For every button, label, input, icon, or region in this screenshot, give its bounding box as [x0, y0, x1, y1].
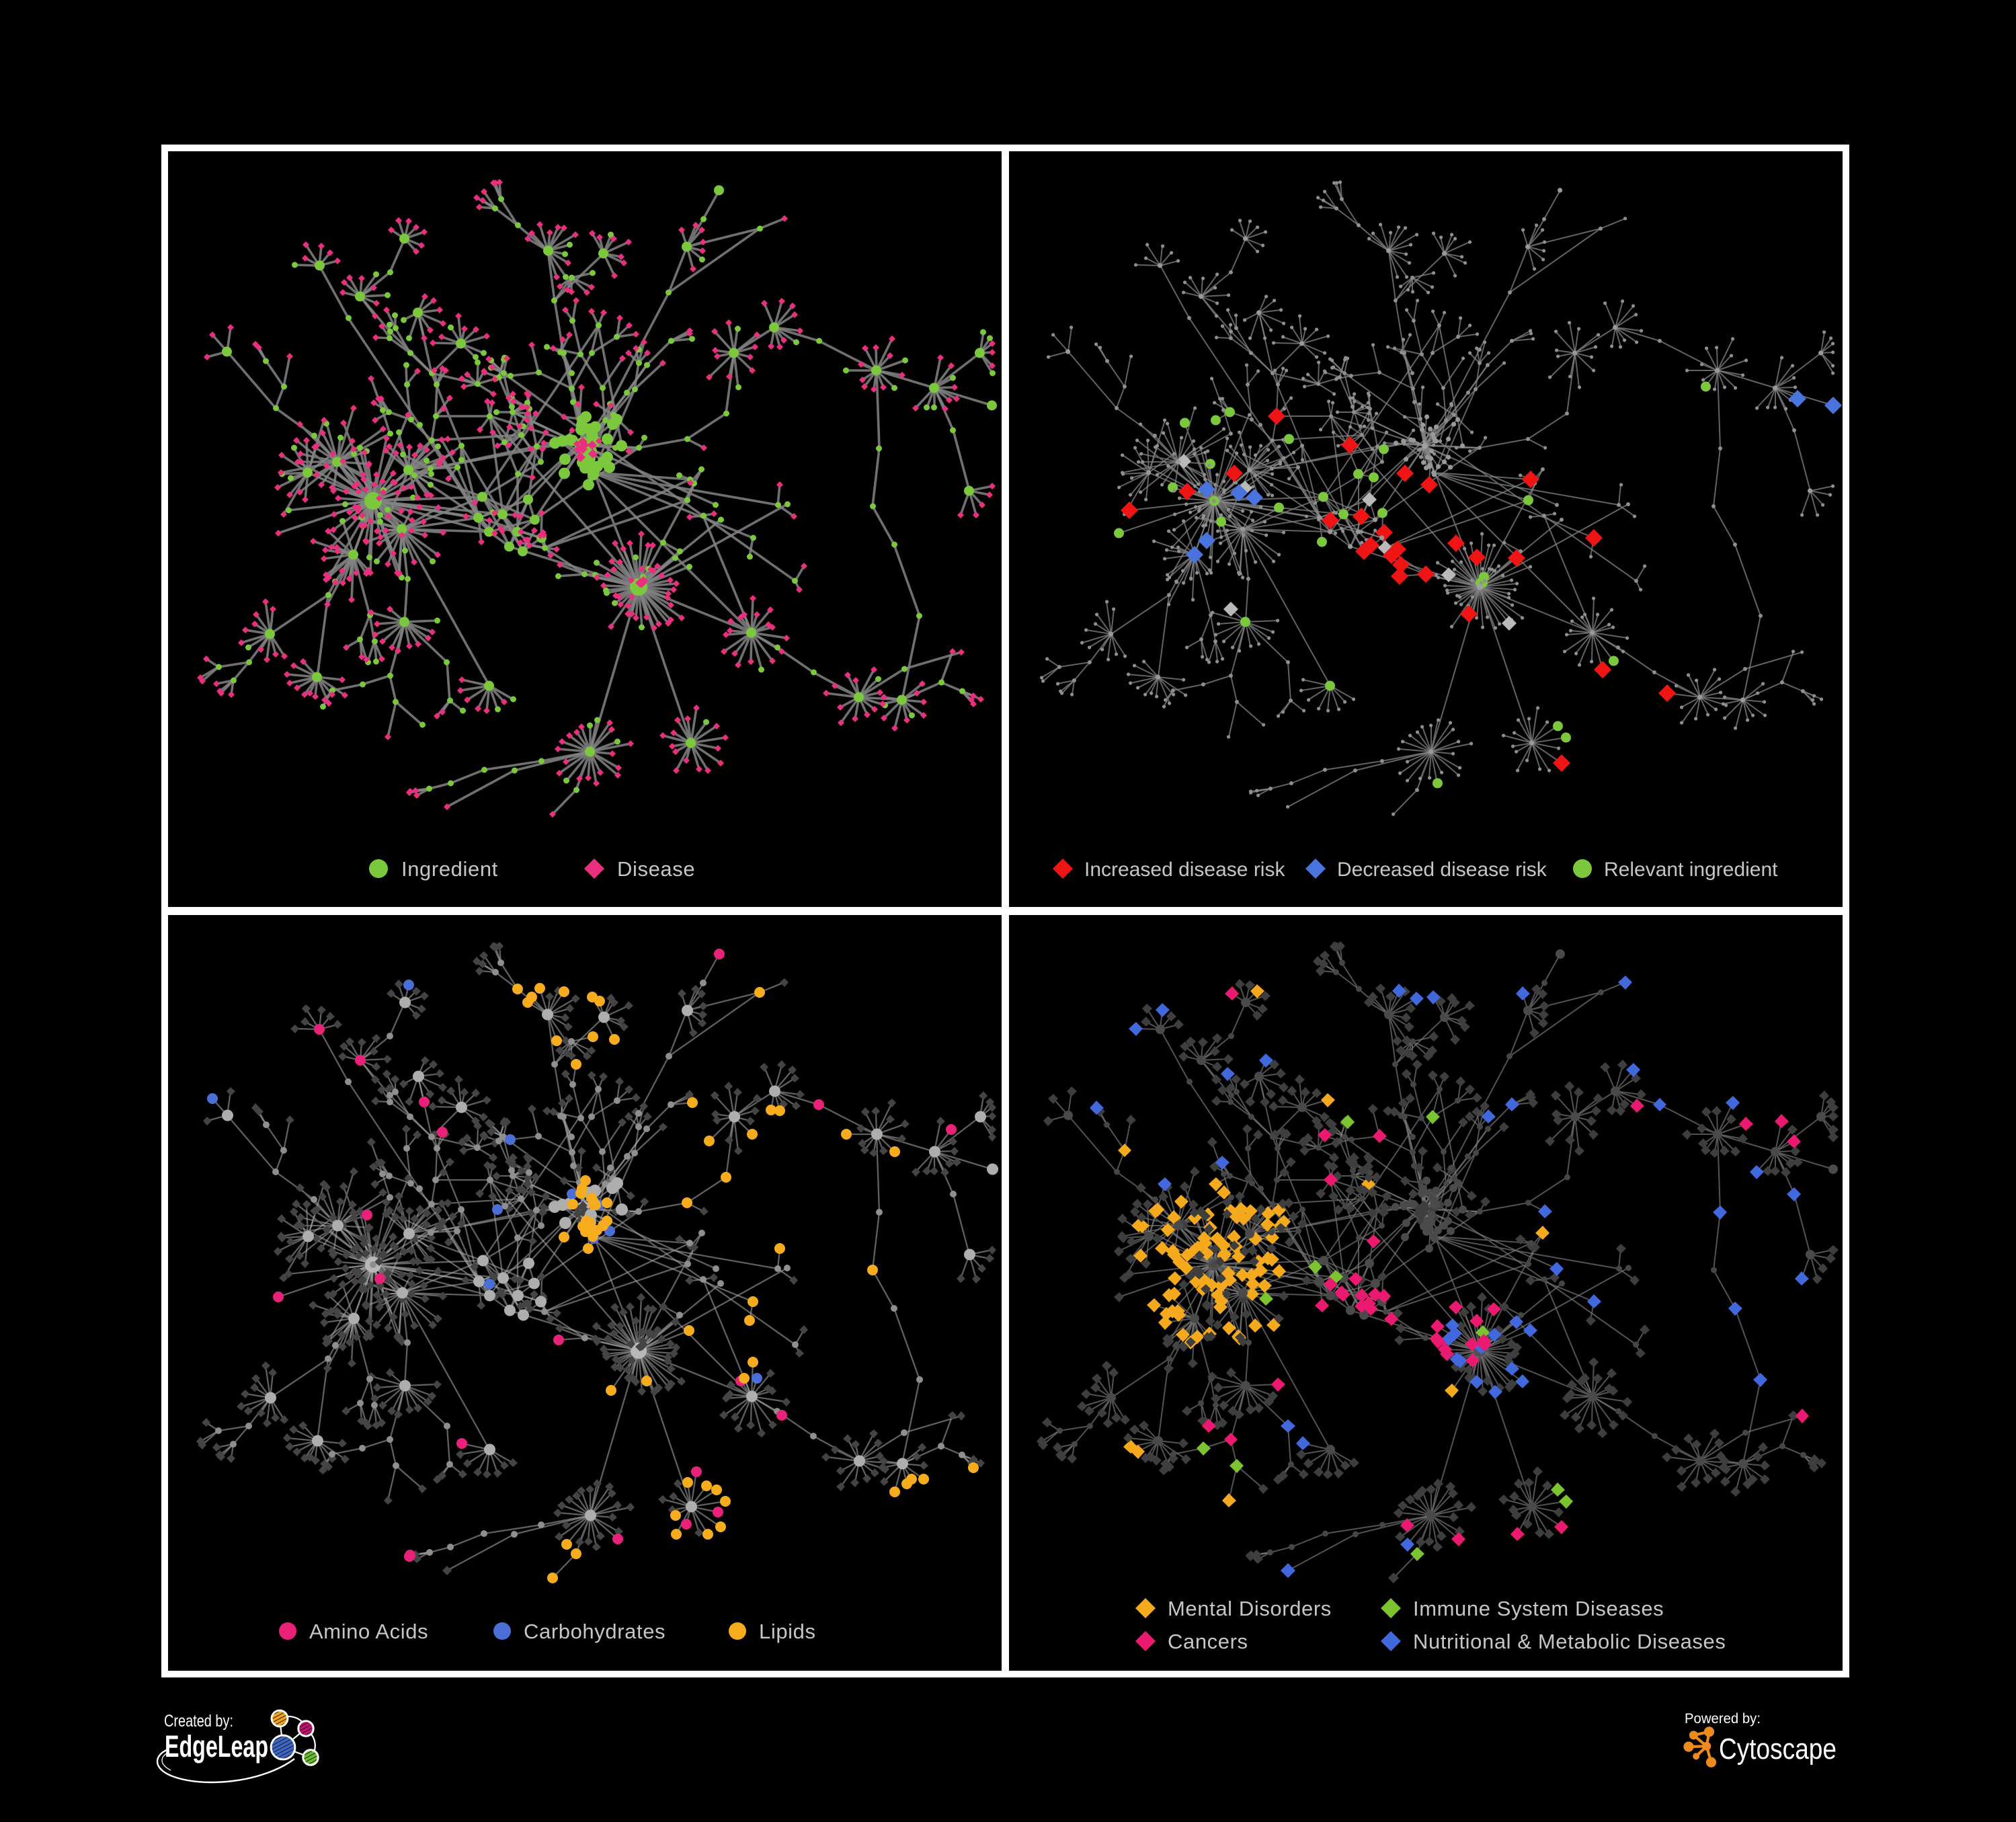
svg-text:Disease: Disease	[617, 857, 695, 881]
svg-text:Cancers: Cancers	[1168, 1630, 1248, 1653]
svg-text:Ingredient: Ingredient	[401, 857, 498, 881]
svg-text:Nutritional & Metabolic Diseas: Nutritional & Metabolic Diseases	[1413, 1630, 1726, 1653]
svg-text:Relevant ingredient: Relevant ingredient	[1604, 859, 1778, 881]
svg-text:Cytoscape: Cytoscape	[1719, 1733, 1837, 1766]
svg-text:Created by:: Created by:	[164, 1712, 233, 1731]
svg-text:Lipids: Lipids	[759, 1620, 816, 1643]
svg-text:Mental Disorders: Mental Disorders	[1168, 1597, 1332, 1620]
svg-text:Amino Acids: Amino Acids	[309, 1620, 428, 1643]
svg-text:Powered by:: Powered by:	[1685, 1711, 1761, 1727]
svg-text:EdgeLeap: EdgeLeap	[165, 1729, 268, 1764]
svg-text:Increased disease risk: Increased disease risk	[1084, 859, 1285, 881]
svg-text:Immune System Diseases: Immune System Diseases	[1413, 1597, 1664, 1620]
svg-text:Carbohydrates: Carbohydrates	[524, 1620, 666, 1643]
svg-text:Decreased disease risk: Decreased disease risk	[1337, 859, 1547, 881]
